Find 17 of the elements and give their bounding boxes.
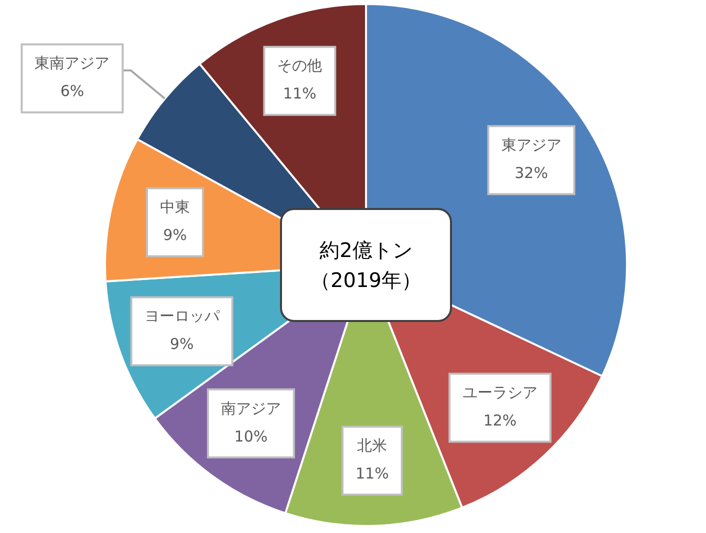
text: 約2億トン（2019年） (310, 237, 422, 294)
slice-label: ヨーロッパ (144, 307, 220, 326)
data-label: 6% (60, 82, 84, 100)
slice-label: 中東 (160, 198, 190, 216)
slice-label: その他 (277, 56, 322, 75)
slice-label: 東南アジア (34, 54, 110, 72)
data-label: 11% (283, 84, 316, 103)
slice-label: 南アジア (220, 399, 281, 418)
slice-label: 北米 (357, 436, 388, 455)
data-label: 10% (234, 427, 268, 446)
data-label: 11% (355, 464, 389, 483)
data-label: 32% (514, 164, 548, 182)
slice-label: ユーラシア (462, 384, 538, 402)
data-label: 9% (170, 335, 194, 354)
slice-label: 東アジア (501, 136, 562, 154)
data-label: 12% (483, 412, 517, 430)
data-label: 9% (163, 226, 187, 244)
